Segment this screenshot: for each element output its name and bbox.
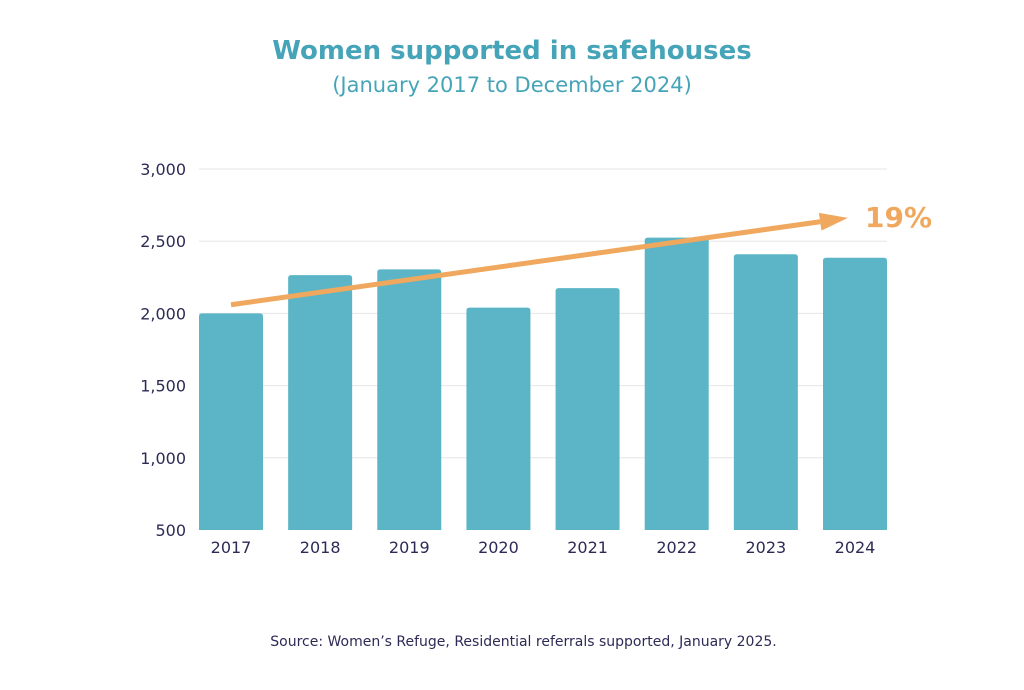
x-tick-label: 2018 bbox=[300, 538, 341, 557]
y-tick-label: 3,000 bbox=[140, 160, 186, 179]
x-tick-label: 2021 bbox=[567, 538, 608, 557]
bar-2022 bbox=[644, 237, 709, 530]
bar-2019 bbox=[377, 269, 442, 530]
bar-2020 bbox=[466, 307, 531, 530]
x-tick-label: 2022 bbox=[656, 538, 697, 557]
chart-subtitle: (January 2017 to December 2024) bbox=[332, 73, 692, 97]
y-tick-label: 2,500 bbox=[140, 232, 186, 251]
x-tick-label: 2017 bbox=[211, 538, 252, 557]
bar-2017 bbox=[199, 313, 263, 530]
bar-2024 bbox=[823, 257, 887, 530]
trend-arrowhead bbox=[818, 212, 848, 231]
x-tick-label: 2020 bbox=[478, 538, 519, 557]
x-tick-label: 2019 bbox=[389, 538, 430, 557]
bar-2023 bbox=[733, 254, 798, 531]
y-tick-label: 2,000 bbox=[140, 304, 186, 323]
trend-line bbox=[230, 219, 821, 308]
x-tick-label: 2024 bbox=[835, 538, 876, 557]
source-note: Source: Women’s Refuge, Residential refe… bbox=[270, 634, 777, 650]
x-axis-ticks: 2017 2018 2019 2020 2021 2022 2023 2024 bbox=[211, 538, 876, 557]
chart-title: Women supported in safehouses bbox=[272, 36, 752, 66]
y-tick-label: 1,000 bbox=[140, 449, 186, 468]
trend-percentage-label: 19% bbox=[865, 201, 932, 234]
bar-2018 bbox=[288, 275, 353, 530]
y-tick-label: 500 bbox=[155, 521, 186, 540]
bars bbox=[199, 237, 887, 531]
trend-arrow: 19% bbox=[230, 201, 932, 308]
x-tick-label: 2023 bbox=[745, 538, 786, 557]
y-axis-ticks: 500 1,000 1,500 2,000 2,500 3,000 bbox=[140, 160, 186, 540]
y-tick-label: 1,500 bbox=[140, 377, 186, 396]
bar-2021 bbox=[555, 288, 620, 530]
